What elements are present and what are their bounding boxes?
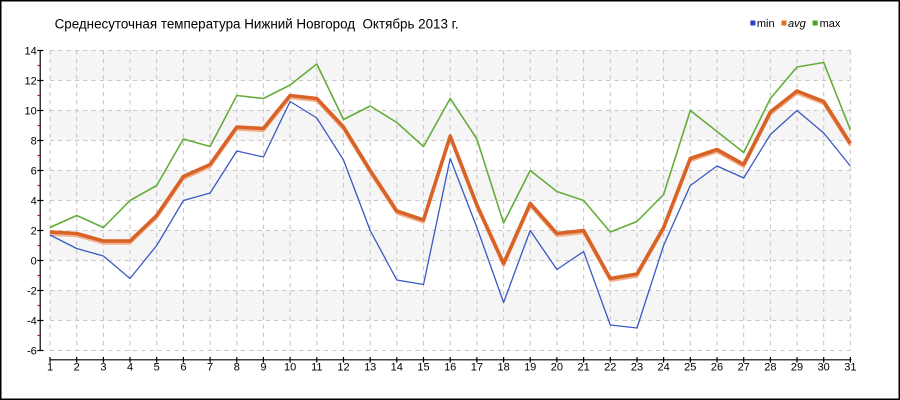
svg-text:10: 10 xyxy=(25,106,37,118)
svg-text:21: 21 xyxy=(577,362,589,374)
svg-text:8: 8 xyxy=(234,362,240,374)
svg-text:28: 28 xyxy=(764,362,776,374)
svg-text:3: 3 xyxy=(100,362,106,374)
svg-text:26: 26 xyxy=(711,362,723,374)
svg-text:max: max xyxy=(820,18,841,30)
svg-text:-6: -6 xyxy=(27,346,37,358)
svg-text:2: 2 xyxy=(74,362,80,374)
svg-text:27: 27 xyxy=(738,362,750,374)
svg-text:29: 29 xyxy=(791,362,803,374)
svg-text:31: 31 xyxy=(844,362,856,374)
svg-text:14: 14 xyxy=(25,46,37,58)
svg-text:0: 0 xyxy=(31,256,37,268)
svg-text:10: 10 xyxy=(284,362,296,374)
svg-text:8: 8 xyxy=(31,136,37,148)
svg-text:1: 1 xyxy=(47,362,53,374)
svg-text:7: 7 xyxy=(207,362,213,374)
svg-text:11: 11 xyxy=(311,362,322,374)
svg-text:9: 9 xyxy=(260,362,266,374)
svg-text:5: 5 xyxy=(154,362,160,374)
svg-text:min: min xyxy=(757,18,775,30)
svg-text:-4: -4 xyxy=(27,316,37,328)
svg-text:22: 22 xyxy=(604,362,616,374)
svg-text:16: 16 xyxy=(444,362,456,374)
svg-text:6: 6 xyxy=(31,166,37,178)
svg-text:19: 19 xyxy=(524,362,536,374)
svg-text:2: 2 xyxy=(31,226,37,238)
svg-text:12: 12 xyxy=(337,362,349,374)
svg-text:17: 17 xyxy=(471,362,483,374)
svg-text:13: 13 xyxy=(364,362,376,374)
svg-text:25: 25 xyxy=(684,362,696,374)
svg-text:23: 23 xyxy=(631,362,643,374)
svg-text:24: 24 xyxy=(657,362,669,374)
svg-text:-2: -2 xyxy=(27,286,37,298)
svg-text:20: 20 xyxy=(551,362,563,374)
svg-text:Среднесуточная температура Ниж: Среднесуточная температура Нижний Новгор… xyxy=(55,17,459,32)
svg-text:30: 30 xyxy=(818,362,830,374)
svg-text:6: 6 xyxy=(180,362,186,374)
svg-text:4: 4 xyxy=(127,362,133,374)
svg-text:18: 18 xyxy=(497,362,509,374)
svg-text:avg: avg xyxy=(788,18,807,30)
svg-text:12: 12 xyxy=(25,76,37,88)
svg-text:15: 15 xyxy=(417,362,429,374)
svg-text:14: 14 xyxy=(391,362,403,374)
svg-text:4: 4 xyxy=(31,196,37,208)
